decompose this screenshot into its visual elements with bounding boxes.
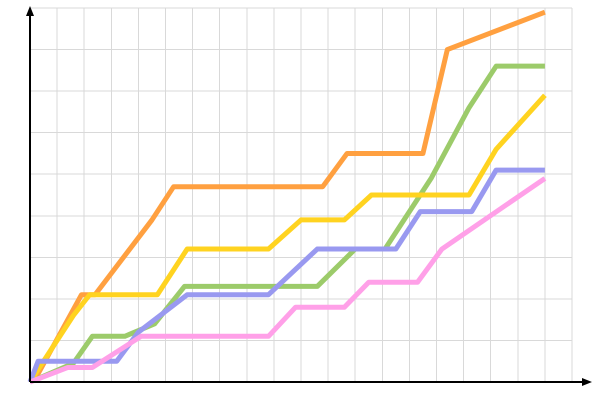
series-line-orange (28, 9, 546, 384)
series-line-purple (27, 167, 545, 383)
series-lines (27, 9, 547, 385)
series-line-green (29, 63, 545, 385)
series-line-pink (29, 176, 547, 385)
horizontal-gridlines (30, 7, 572, 341)
x-axis-arrow-icon (582, 378, 592, 386)
y-axis-arrow-icon (26, 6, 34, 16)
axes (26, 6, 592, 386)
series-line-yellow (27, 93, 547, 384)
